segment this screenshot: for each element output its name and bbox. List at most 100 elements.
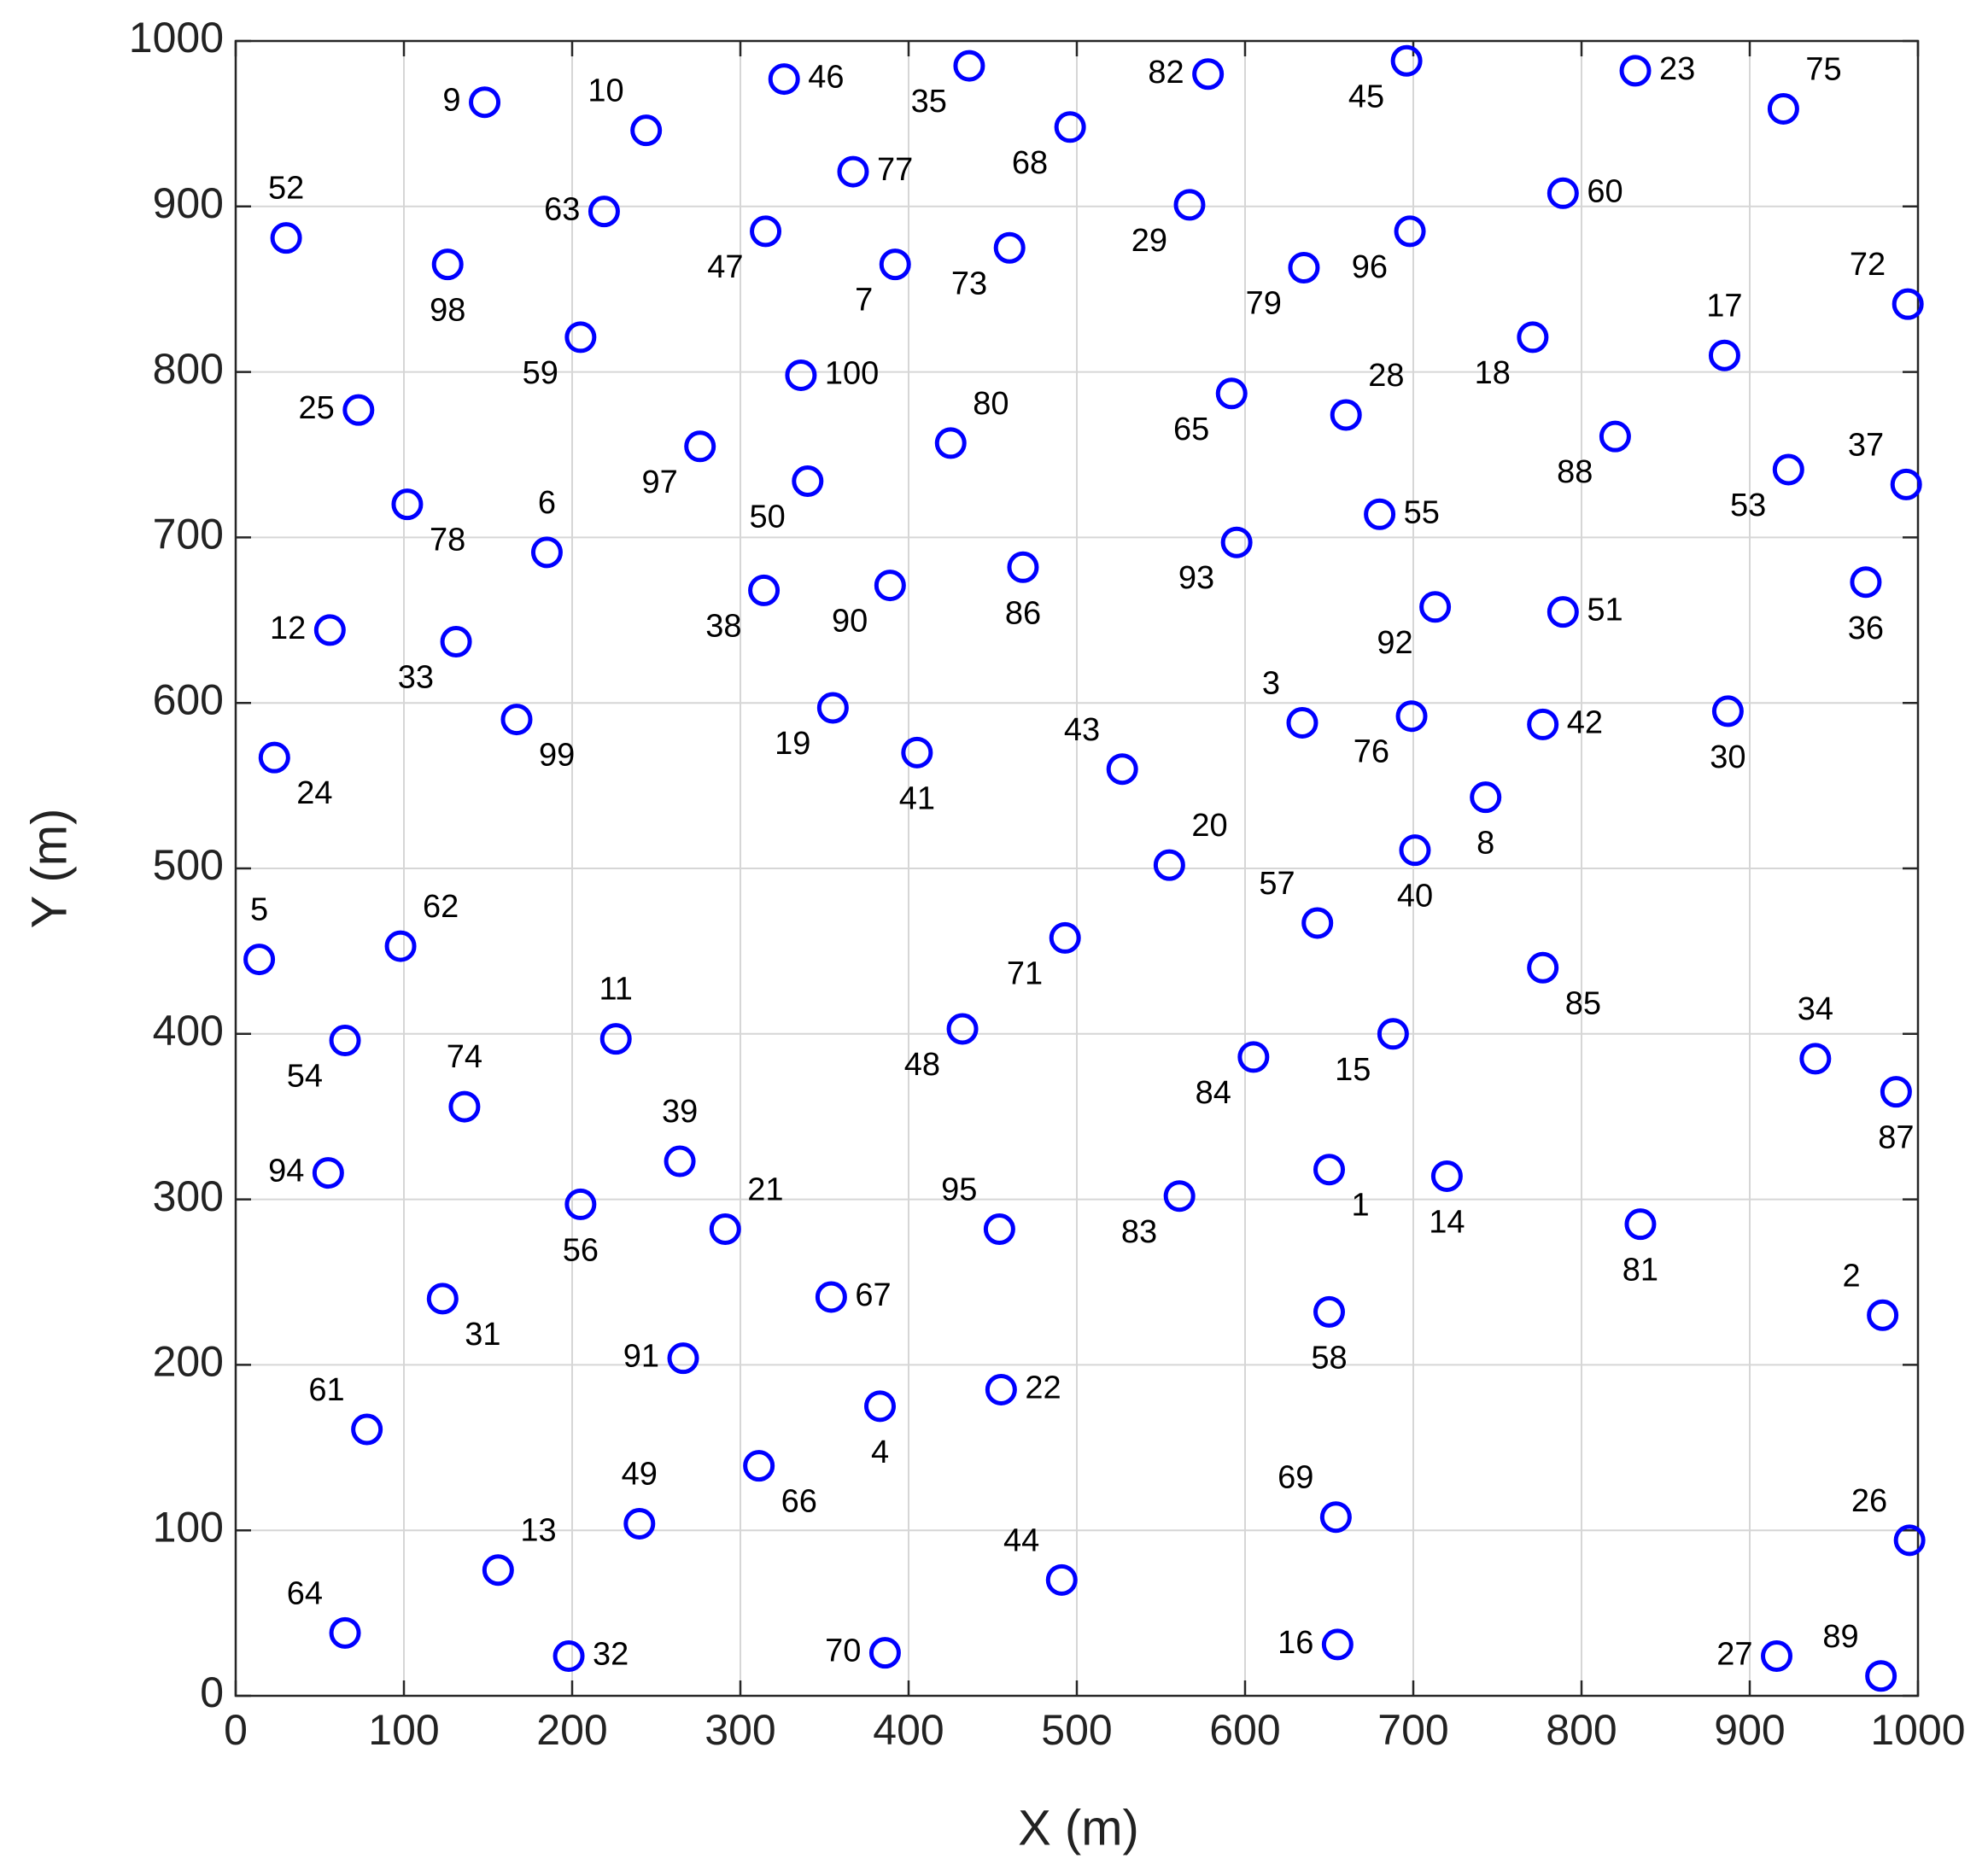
point-label: 67	[855, 1277, 891, 1313]
point	[564, 321, 597, 354]
point-label: 5	[250, 892, 268, 928]
point-label: 17	[1706, 288, 1742, 324]
y-tick-label: 0	[200, 1668, 224, 1716]
point	[864, 1390, 897, 1423]
point	[901, 736, 933, 768]
point-label: 19	[775, 726, 810, 762]
point	[599, 1023, 632, 1055]
point	[469, 86, 501, 119]
point-label: 25	[299, 390, 335, 426]
point	[709, 1213, 741, 1245]
point	[1313, 1295, 1345, 1328]
point	[1865, 1660, 1897, 1692]
point	[1377, 1018, 1409, 1050]
point	[623, 1507, 656, 1540]
point-label: 4	[871, 1435, 889, 1470]
point-label: 65	[1173, 412, 1209, 447]
point	[351, 1413, 383, 1446]
point-label: 70	[825, 1633, 861, 1669]
point-label: 30	[1710, 739, 1745, 775]
point-label: 23	[1659, 51, 1695, 87]
point	[1106, 753, 1138, 786]
point-label: 80	[973, 386, 1009, 422]
point	[258, 741, 290, 774]
point	[1419, 591, 1452, 623]
point	[1286, 706, 1319, 739]
point-label: 79	[1246, 286, 1282, 322]
point	[342, 394, 375, 426]
point-label: 13	[520, 1513, 556, 1549]
point-label: 37	[1848, 427, 1884, 463]
point-label: 89	[1822, 1619, 1858, 1655]
point	[482, 1554, 514, 1587]
point-label: 1	[1352, 1188, 1370, 1224]
point-label: 52	[268, 171, 304, 207]
point-label: 15	[1335, 1052, 1371, 1088]
point	[667, 1342, 699, 1375]
point	[1153, 849, 1185, 881]
x-tick-label: 900	[1714, 1706, 1785, 1754]
point	[1394, 215, 1426, 248]
y-axis-title: Y (m)	[21, 809, 77, 929]
point-label: 97	[641, 465, 677, 500]
point	[1007, 551, 1039, 583]
point-label: 83	[1121, 1214, 1157, 1250]
point-label: 24	[296, 775, 332, 811]
point	[1517, 321, 1549, 354]
point-label: 42	[1567, 704, 1603, 740]
point	[750, 215, 782, 248]
point	[837, 155, 869, 188]
point	[1892, 288, 1924, 320]
y-tick-label: 100	[153, 1503, 224, 1551]
point	[1390, 44, 1423, 77]
point-label: 10	[588, 73, 623, 109]
point-label: 54	[287, 1059, 323, 1095]
point	[983, 1213, 1015, 1245]
point	[868, 1637, 901, 1669]
point	[768, 63, 800, 96]
point	[530, 536, 563, 569]
point-label: 45	[1348, 79, 1384, 114]
point-label: 59	[523, 355, 558, 391]
point-label: 87	[1878, 1120, 1914, 1156]
point	[1237, 1041, 1270, 1073]
point	[785, 359, 817, 391]
point	[1395, 700, 1428, 733]
point	[874, 570, 906, 602]
point	[946, 1013, 979, 1045]
point-label: 27	[1716, 1637, 1752, 1673]
point	[1054, 111, 1086, 143]
point	[1867, 1299, 1899, 1331]
point-label: 73	[951, 266, 987, 301]
point	[1288, 252, 1320, 284]
point-label: 39	[662, 1094, 698, 1130]
point-label: 100	[825, 356, 879, 392]
point	[684, 430, 716, 463]
y-tick-label: 500	[153, 841, 224, 889]
point-label: 18	[1475, 355, 1511, 391]
point-label: 82	[1148, 55, 1184, 91]
point	[1890, 468, 1922, 500]
point-label: 11	[599, 972, 632, 1008]
point	[792, 465, 824, 498]
point	[312, 1157, 344, 1189]
point-label: 41	[899, 780, 935, 816]
point	[329, 1616, 361, 1649]
y-tick-label: 300	[153, 1172, 224, 1220]
y-tick-label: 400	[153, 1007, 224, 1055]
y-tick-label: 900	[153, 179, 224, 227]
point-label: 55	[1404, 494, 1440, 530]
point-label: 3	[1262, 665, 1280, 701]
y-tick-label: 1000	[129, 14, 224, 61]
point	[630, 114, 663, 147]
point-label: 32	[593, 1637, 629, 1673]
point-label: 92	[1377, 625, 1412, 661]
point	[985, 1373, 1017, 1405]
x-tick-label: 500	[1041, 1706, 1112, 1754]
point	[748, 574, 781, 606]
point-label: 36	[1848, 611, 1884, 646]
point-label: 75	[1805, 51, 1841, 87]
point-label: 50	[750, 500, 786, 535]
point	[879, 248, 911, 281]
point	[1880, 1076, 1912, 1108]
